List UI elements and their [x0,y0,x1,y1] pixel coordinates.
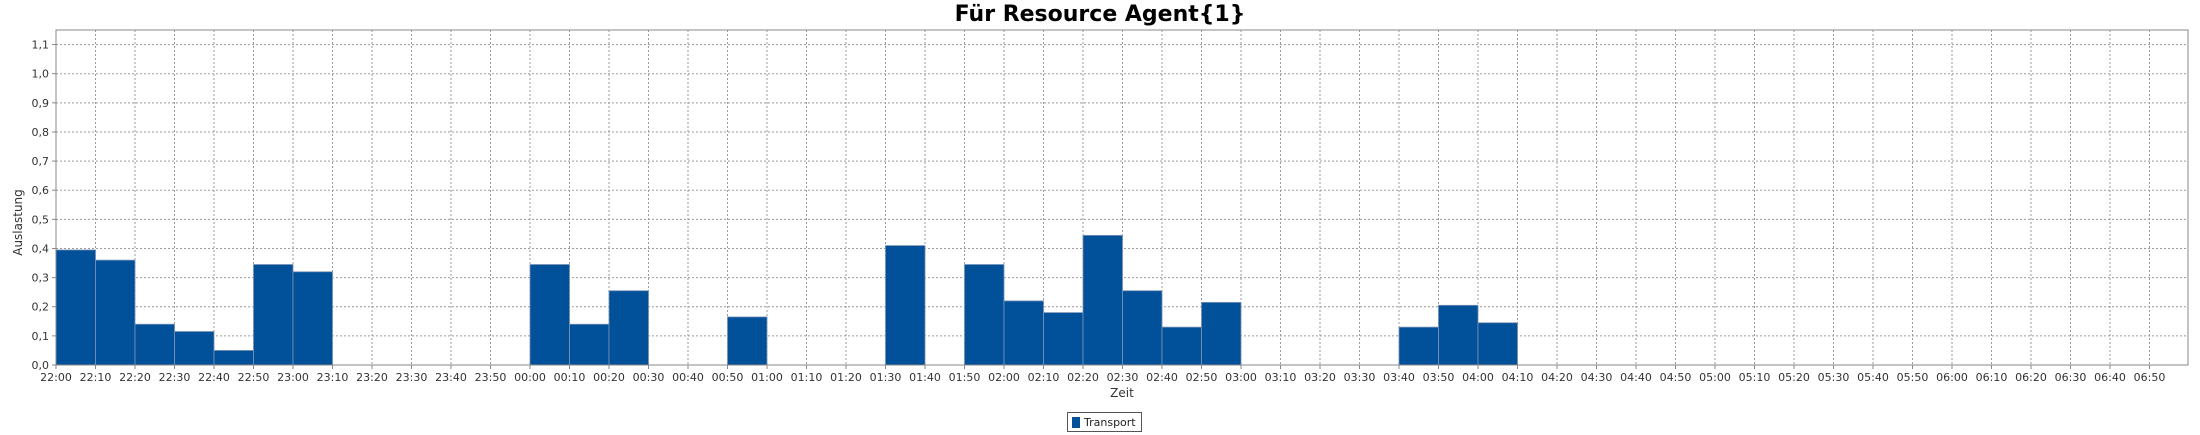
y-tick-label: 0,9 [32,97,50,110]
bar [1122,290,1163,366]
x-tick-label: 04:30 [1581,371,1613,384]
y-tick-label: 0,2 [32,301,50,314]
x-tick-label: 05:30 [1818,371,1850,384]
bar [292,271,333,366]
x-tick-label: 02:10 [1028,371,1060,384]
x-tick-label: 23:50 [475,371,507,384]
x-tick-label: 01:00 [751,371,783,384]
x-tick-label: 03:50 [1423,371,1455,384]
x-tick-label: 05:50 [1897,371,1929,384]
x-tick-label: 03:00 [1225,371,1257,384]
bar [95,259,136,366]
x-tick-label: 22:30 [159,371,191,384]
x-tick-label: 00:20 [593,371,625,384]
bar [1003,300,1044,366]
x-tick-label: 04:40 [1620,371,1652,384]
x-tick-label: 02:30 [1107,371,1139,384]
bar [1438,304,1479,366]
x-tick-label: 23:30 [396,371,428,384]
bar [253,264,294,366]
x-tick-label: 02:40 [1146,371,1178,384]
x-tick-label: 05:00 [1699,371,1731,384]
x-tick-label: 06:10 [1976,371,2008,384]
x-tick-label: 06:50 [2134,371,2166,384]
y-tick-label: 1,0 [32,68,50,81]
bar [608,290,649,366]
bar [1477,322,1518,366]
bar [1082,234,1123,366]
x-tick-label: 02:00 [988,371,1020,384]
bar [1201,301,1242,366]
y-tick-label: 0,3 [32,272,50,285]
x-tick-label: 01:50 [949,371,981,384]
y-tick-label: 0,1 [32,330,50,343]
y-tick-label: 0,5 [32,213,50,226]
x-tick-label: 01:30 [870,371,902,384]
y-tick-label: 0,4 [32,242,50,255]
y-tick-label: 0,7 [32,155,50,168]
x-tick-label: 06:30 [2055,371,2087,384]
x-tick-label: 05:40 [1857,371,1889,384]
bar [134,323,175,366]
x-tick-label: 22:20 [119,371,151,384]
bar [1398,326,1439,366]
x-axis-ticks: 22:00 22:10 22:20 22:30 22:40 22:50 23:00 23:10… [40,365,2165,384]
chart-title: Für Resource Agent{1} [954,2,1246,27]
x-tick-label: 06:20 [2015,371,2047,384]
x-tick-label: 06:40 [2094,371,2126,384]
x-tick-label: 03:10 [1265,371,1297,384]
bar [213,350,254,366]
x-tick-label: 02:20 [1067,371,1099,384]
y-tick-label: 0,6 [32,184,50,197]
bar [1161,326,1202,366]
legend: Transport [1067,412,1142,432]
legend-label-transport: Transport [1084,415,1136,429]
x-tick-label: 01:40 [909,371,941,384]
x-tick-label: 22:00 [40,371,72,384]
x-tick-label: 00:00 [514,371,546,384]
x-axis-label: Zeit [1110,386,1134,400]
x-tick-label: 02:50 [1186,371,1218,384]
y-axis-label: Auslastung [11,189,25,256]
x-tick-label: 23:20 [356,371,388,384]
bar [55,249,96,366]
x-tick-label: 01:10 [791,371,823,384]
bar [174,331,215,366]
x-tick-label: 22:50 [238,371,270,384]
x-tick-label: 05:20 [1778,371,1810,384]
y-tick-label: 1,1 [32,39,50,52]
x-tick-label: 00:40 [672,371,704,384]
bar [885,245,926,366]
y-axis-ticks: 0,0 0,1 0,2 0,3 0,4 0,5 0,6 0,7 0,8 0,9 1,0 1,1 [32,39,56,372]
x-tick-label: 22:10 [80,371,112,384]
x-tick-label: 03:30 [1344,371,1376,384]
x-tick-label: 03:20 [1304,371,1336,384]
bar-series-transport [55,234,1518,366]
x-tick-label: 04:00 [1462,371,1494,384]
bar [727,316,768,366]
bar [569,323,610,366]
x-tick-label: 06:00 [1936,371,1968,384]
x-tick-label: 03:40 [1383,371,1415,384]
x-tick-label: 00:10 [554,371,586,384]
x-tick-label: 23:00 [277,371,309,384]
x-tick-label: 04:50 [1660,371,1692,384]
x-tick-label: 00:50 [712,371,744,384]
y-tick-label: 0,0 [32,359,50,372]
x-tick-label: 05:10 [1739,371,1771,384]
x-tick-label: 04:10 [1502,371,1534,384]
bar [964,264,1005,366]
y-tick-label: 0,8 [32,126,50,139]
x-tick-label: 23:40 [435,371,467,384]
x-tick-label: 01:20 [830,371,862,384]
x-tick-label: 23:10 [317,371,349,384]
x-tick-label: 04:20 [1541,371,1573,384]
x-tick-label: 22:40 [198,371,230,384]
bar [529,264,570,366]
bar [1043,312,1084,366]
x-tick-label: 00:30 [633,371,665,384]
legend-swatch-transport [1072,416,1080,428]
